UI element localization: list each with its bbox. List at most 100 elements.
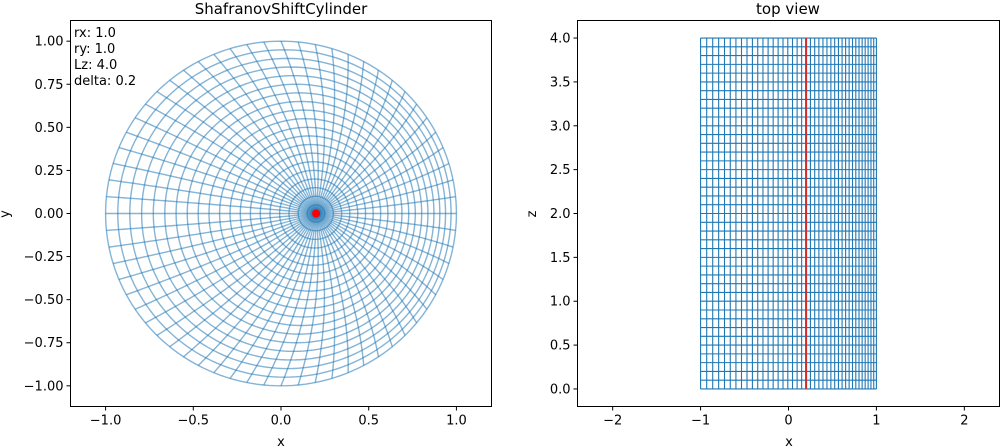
radial-spoke-line [315, 80, 393, 214]
radial-spoke-line [197, 61, 317, 214]
radial-spoke-line [315, 54, 349, 214]
radial-spoke-line [213, 213, 317, 374]
radial-spoke-line [315, 48, 336, 214]
radial-spoke-line [315, 212, 418, 324]
x-tick-label: −1.0 [90, 414, 122, 429]
radial-spoke-line [229, 213, 317, 379]
y-tick-label: 2.0 [550, 207, 571, 222]
radial-spoke-line [118, 146, 317, 215]
radial-spoke-line [314, 213, 326, 383]
radial-spoke-line [297, 213, 319, 386]
radial-spoke-line [315, 213, 336, 379]
radial-spoke-line [315, 146, 444, 215]
annotation-line: ry: 1.0 [74, 42, 115, 57]
radial-spoke-line [315, 212, 437, 296]
y-tick-label: 1.5 [550, 251, 571, 266]
radial-spoke-line [315, 213, 406, 336]
annotation-line: Lz: 4.0 [74, 58, 117, 73]
mesh-lines [104, 40, 458, 387]
y-tick-label: −0.25 [24, 250, 64, 265]
radial-spoke-line [229, 48, 317, 214]
shafranov-cross-section-panel: ShafranovShiftCylinder −1.0 −0.5 0.0 0.5 1.0… [0, 0, 492, 448]
y-axis-ticks: 0.0 0.5 1.0 1.5 2.0 2.5 3.0 3.5 4.0 [550, 32, 578, 397]
radial-spoke-line [316, 212, 456, 232]
radial-spoke-line [315, 213, 393, 347]
y-tick-label: 0.0 [550, 382, 571, 397]
radial-spoke-line [183, 69, 317, 214]
x-tick-label: 0.5 [358, 414, 379, 429]
y-tick-label: 0.00 [35, 207, 64, 222]
top-view-panel: top view −2 −1 0 1 2 0.0 0.5 1.0 1.5 2.0 2.5 3.0 3.… [525, 0, 1000, 448]
radial-spoke-line [314, 44, 326, 214]
radial-spoke-line [106, 212, 317, 232]
radial-spoke-line [112, 162, 317, 215]
x-tick-label: −2 [603, 414, 622, 429]
radial-spoke-line [280, 213, 317, 387]
y-tick-label: −1.00 [24, 379, 64, 394]
radial-spoke-line [315, 212, 450, 265]
radial-spoke-line [316, 195, 456, 215]
y-axis-label: z [525, 210, 540, 217]
y-tick-label: 0.25 [35, 164, 64, 179]
radial-spoke-line [315, 117, 428, 215]
radial-spoke-line [156, 212, 317, 336]
y-tick-label: 0.50 [35, 121, 64, 136]
radial-spoke-line [263, 41, 317, 214]
radial-spoke-line [183, 213, 317, 358]
x-tick-label: 1 [872, 414, 880, 429]
radial-spoke-line [315, 162, 450, 215]
y-axis-ticks: −1.00 −0.75 −0.50 −0.25 0.00 0.25 0.50 0.75 1.00 [24, 35, 71, 394]
x-tick-label: 0.0 [271, 414, 292, 429]
y-tick-label: 0.5 [550, 339, 571, 354]
radial-spoke-line [315, 213, 365, 366]
x-axis-label: x [277, 435, 285, 448]
radial-spoke-line [112, 212, 317, 265]
y-tick-label: 2.5 [550, 163, 571, 178]
y-tick-label: 1.0 [550, 295, 571, 310]
annotation-line: rx: 1.0 [74, 26, 116, 41]
magnetic-axis-point [312, 209, 321, 218]
y-tick-label: 1.00 [35, 35, 64, 50]
x-axis-ticks: −1.0 −0.5 0.0 0.5 1.0 [90, 406, 467, 429]
radial-spoke-line [315, 91, 406, 214]
radial-spoke-line [315, 61, 365, 214]
x-tick-label: 1.0 [446, 414, 467, 429]
radial-spoke-line [315, 213, 349, 373]
radial-spoke-line [280, 40, 317, 214]
radial-spoke-line [197, 213, 317, 366]
y-tick-label: −0.75 [24, 336, 64, 351]
radial-spoke-line [145, 212, 317, 324]
radial-spoke-line [213, 53, 317, 214]
radial-spoke-line [315, 131, 437, 215]
radial-spoke-line [315, 179, 454, 215]
radial-spoke-line [134, 212, 317, 310]
radial-spoke-line [134, 117, 317, 215]
radial-spoke-line [118, 212, 317, 281]
x-axis-ticks: −2 −1 0 1 2 [603, 406, 968, 429]
chart-title: ShafranovShiftCylinder [195, 0, 368, 18]
radial-spoke-line [315, 103, 418, 215]
y-axis-label: y [0, 210, 13, 218]
radial-spoke-line [145, 103, 317, 215]
radial-spoke-line [169, 213, 317, 348]
y-tick-label: −0.50 [24, 293, 64, 308]
marks-layer [312, 209, 321, 218]
y-tick-label: 0.75 [35, 78, 64, 93]
radial-spoke-line [169, 79, 317, 214]
y-tick-label: 3.0 [550, 119, 571, 134]
x-axis-label: x [785, 435, 793, 448]
radial-spoke-line [126, 131, 317, 215]
x-tick-label: 2 [960, 414, 968, 429]
radial-spoke-line [108, 212, 317, 248]
radial-spoke-line [246, 44, 317, 214]
radial-spoke-line [246, 213, 317, 383]
radial-spoke-line [315, 212, 444, 281]
radial-spoke-line [315, 213, 380, 357]
y-tick-label: 4.0 [550, 32, 571, 47]
mesh-lines [700, 37, 877, 390]
x-tick-label: −0.5 [178, 414, 210, 429]
radial-spoke-line [315, 212, 454, 248]
radial-spoke-line [315, 70, 380, 214]
x-tick-label: −1 [691, 414, 710, 429]
